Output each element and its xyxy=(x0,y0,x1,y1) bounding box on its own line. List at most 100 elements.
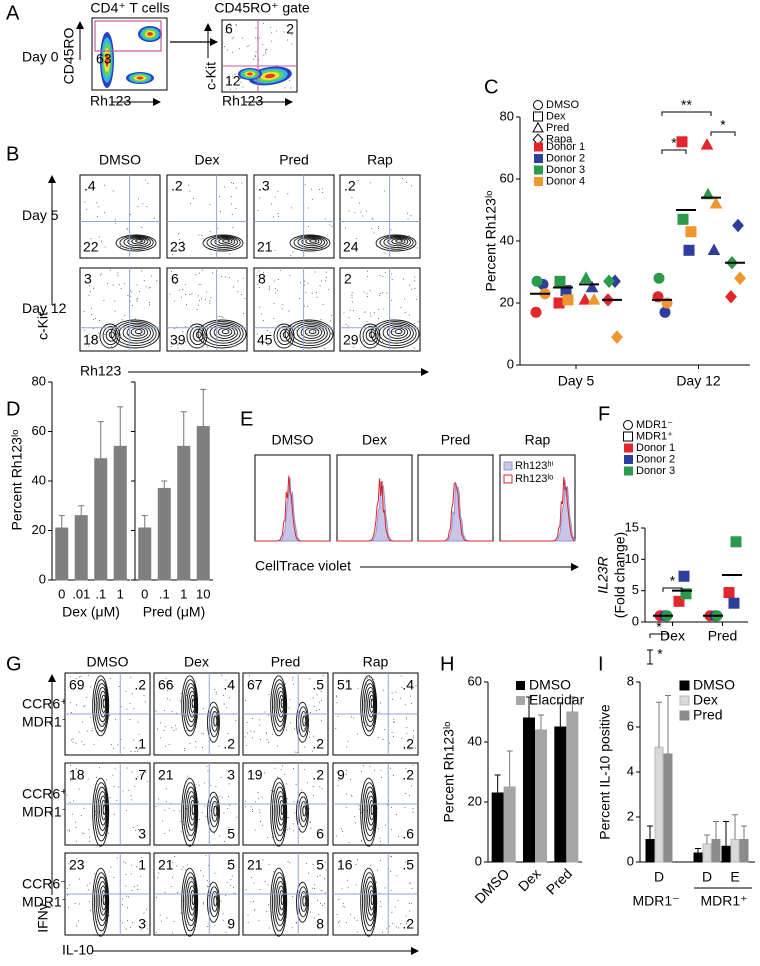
event-dot xyxy=(240,81,242,83)
event-dot xyxy=(172,876,174,878)
contour xyxy=(363,683,377,727)
event-dot xyxy=(400,675,402,677)
event-dot xyxy=(159,914,161,916)
event-dot xyxy=(247,922,249,924)
event-dot xyxy=(406,923,408,925)
event-dot xyxy=(204,298,206,300)
event-dot xyxy=(195,746,197,748)
event-dot xyxy=(355,863,357,865)
event-dot xyxy=(131,921,133,923)
event-dot xyxy=(150,275,152,277)
contour xyxy=(280,894,284,906)
data-point xyxy=(700,138,714,150)
event-dot xyxy=(78,676,80,678)
event-dot xyxy=(106,283,108,285)
event-dot xyxy=(307,283,309,285)
contour xyxy=(289,234,331,252)
bar xyxy=(693,852,703,863)
plot-title: CD45RO⁺ gate xyxy=(214,0,310,16)
event-dot xyxy=(259,306,261,308)
contour xyxy=(374,321,417,347)
y-tick-label: 0 xyxy=(507,356,514,371)
event-dot xyxy=(90,716,92,718)
event-dot xyxy=(160,779,162,781)
event-dot xyxy=(69,779,71,781)
event-dot xyxy=(168,863,170,865)
x-tick-label: 0 xyxy=(58,586,65,601)
event-dot xyxy=(312,750,314,752)
event-dot xyxy=(285,783,287,785)
event-dot xyxy=(75,704,77,706)
event-dot xyxy=(89,909,91,911)
event-dot xyxy=(380,859,382,861)
event-dot xyxy=(168,744,170,746)
event-dot xyxy=(342,905,344,907)
event-dot xyxy=(177,347,179,349)
event-dot xyxy=(99,767,101,769)
contour xyxy=(181,867,199,937)
event-dot xyxy=(235,24,237,26)
event-dot xyxy=(359,202,361,204)
event-dot xyxy=(229,84,231,86)
event-dot xyxy=(158,872,160,874)
event-dot xyxy=(349,779,351,781)
event-dot xyxy=(268,927,270,929)
y-tick-label: 40 xyxy=(500,232,514,247)
event-dot xyxy=(310,712,312,714)
data-point xyxy=(587,293,601,305)
quadrant-value: 5 xyxy=(316,857,324,873)
event-dot xyxy=(322,330,324,332)
contour xyxy=(192,328,204,342)
event-dot xyxy=(338,921,340,923)
event-dot xyxy=(189,190,191,192)
event-dot xyxy=(114,768,116,770)
event-dot xyxy=(235,719,237,721)
event-dot xyxy=(126,708,128,710)
event-dot xyxy=(311,292,313,294)
event-dot xyxy=(412,807,414,809)
event-dot xyxy=(378,226,380,228)
event-dot xyxy=(171,343,173,345)
event-dot xyxy=(104,212,106,214)
event-dot xyxy=(335,695,337,697)
event-dot xyxy=(242,86,244,88)
contour xyxy=(134,329,143,335)
event-dot xyxy=(386,927,388,929)
event-dot xyxy=(247,732,249,734)
event-dot xyxy=(246,721,248,723)
event-dot xyxy=(132,739,134,741)
event-dot xyxy=(135,829,137,831)
event-dot xyxy=(351,294,353,296)
bar xyxy=(196,426,210,581)
contour xyxy=(271,782,287,842)
quadrant-value: 3 xyxy=(138,916,146,932)
event-dot xyxy=(112,284,114,286)
event-dot xyxy=(349,340,351,342)
event-dot xyxy=(267,884,269,886)
event-dot xyxy=(250,730,252,732)
event-dot xyxy=(304,746,306,748)
event-dot xyxy=(245,889,247,891)
contour xyxy=(191,698,195,709)
legend-swatch xyxy=(679,695,690,706)
event-dot xyxy=(136,300,138,302)
event-dot xyxy=(307,305,309,307)
event-dot xyxy=(288,310,290,312)
event-dot xyxy=(266,739,268,741)
event-dot xyxy=(187,835,189,837)
legend-marker xyxy=(534,165,543,175)
contour xyxy=(108,331,115,339)
event-dot xyxy=(126,767,128,769)
event-dot xyxy=(390,229,392,231)
contour xyxy=(296,791,309,833)
event-dot xyxy=(292,896,294,898)
event-dot xyxy=(417,321,419,323)
event-dot xyxy=(384,272,386,274)
event-dot xyxy=(314,887,316,889)
event-dot xyxy=(313,331,315,333)
bar xyxy=(654,746,664,863)
bar xyxy=(113,445,127,581)
event-dot xyxy=(131,890,133,892)
bar xyxy=(535,729,547,863)
event-dot xyxy=(117,744,119,746)
